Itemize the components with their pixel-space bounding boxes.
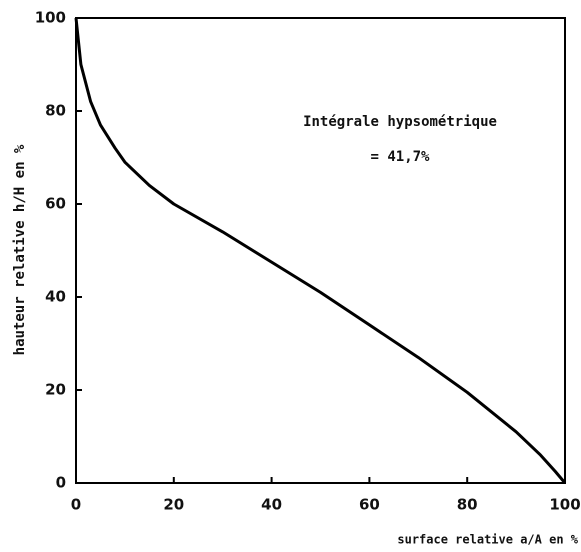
plot-frame xyxy=(75,17,566,484)
x-tick-label: 20 xyxy=(163,496,184,514)
annotation: Intégrale hypsométrique xyxy=(303,114,497,130)
x-tick-label: 100 xyxy=(549,496,580,514)
x-axis-label: surface relative a/A en % xyxy=(397,533,578,547)
x-tick-label: 80 xyxy=(457,496,478,514)
curve xyxy=(74,17,567,484)
y-tick-label: 40 xyxy=(45,288,66,306)
y-axis-label: hauteur relative h/H en % xyxy=(12,144,28,355)
x-tick-label: 60 xyxy=(359,496,380,514)
y-tick-label: 100 xyxy=(35,9,66,27)
annotation: = 41,7% xyxy=(370,149,430,165)
x-tick-label: 0 xyxy=(71,496,81,514)
y-tick-label: 20 xyxy=(45,381,66,399)
y-tick-label: 80 xyxy=(45,102,66,120)
y-tick-label: 0 xyxy=(56,474,66,492)
y-tick-label: 60 xyxy=(45,195,66,213)
x-tick-label: 40 xyxy=(261,496,282,514)
